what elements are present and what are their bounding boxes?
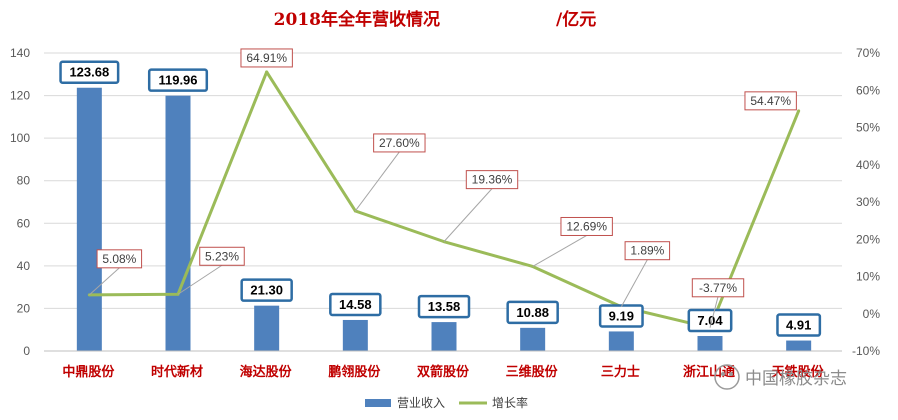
wechat-icon-eye-left	[721, 372, 725, 376]
bar-label: 119.96	[158, 73, 197, 88]
bar-label-box	[147, 68, 209, 92]
y-left-tick-label: 40	[17, 259, 31, 273]
bar-label-box	[598, 304, 644, 328]
bar	[76, 87, 102, 352]
x-category-label: 中鼎股份	[62, 364, 115, 380]
legend-swatch-revenue	[365, 399, 391, 407]
x-category-label: 三维股份	[506, 364, 559, 380]
y-right-tick-label: 0%	[863, 307, 881, 321]
y-right-tick-label: 40%	[856, 158, 880, 172]
bar-label-box	[59, 60, 120, 84]
x-category-label: 海达股份	[240, 364, 293, 380]
x-category-label: 三力士	[601, 364, 640, 380]
bar-label: 4.91	[786, 318, 811, 333]
bar-label-box	[329, 292, 382, 317]
growth-label-box	[744, 91, 797, 111]
bar-label: 9.19	[609, 308, 634, 323]
y-right-tick-label: 70%	[856, 46, 880, 60]
growth-label-box	[96, 249, 143, 269]
bar-series	[76, 87, 812, 352]
bar	[608, 331, 634, 351]
growth-label: 54.47%	[750, 94, 791, 108]
growth-label: 5.08%	[102, 252, 136, 266]
y-left-tick-label: 20	[17, 301, 31, 315]
y-left-tick-label: 60	[17, 216, 31, 230]
growth-label: 12.69%	[566, 219, 607, 233]
bar-label-box	[417, 294, 471, 319]
bar	[520, 327, 546, 351]
growth-label: 27.60%	[379, 136, 420, 150]
bar-label: 14.58	[339, 297, 372, 312]
growth-point	[797, 109, 801, 113]
bar-label-box	[240, 278, 293, 302]
watermark: 中国橡胶杂志	[714, 364, 847, 390]
growth-label-box	[373, 133, 426, 153]
x-category-label: 天铁股份	[772, 364, 825, 380]
y-right-tick-label: 60%	[856, 83, 880, 97]
y-left-tick-label: 0	[23, 344, 30, 358]
growth-label-box	[691, 278, 745, 298]
growth-label-leader	[532, 235, 587, 267]
x-category-label: 浙江山通	[683, 364, 735, 380]
wechat-icon-eye-right	[729, 372, 733, 376]
growth-label: 5.23%	[205, 249, 239, 263]
legend-label-revenue: 营业收入	[397, 396, 445, 410]
growth-label: 19.36%	[472, 173, 513, 187]
chart-unit: /亿元	[556, 9, 596, 30]
chart-title: 2018年全年营收情况	[274, 9, 440, 30]
growth-label-leader	[620, 259, 648, 307]
growth-label-leader	[354, 151, 400, 212]
growth-label-leader	[709, 296, 719, 328]
y-left-tick-label: 80	[17, 174, 31, 188]
y-right-tick-label: 10%	[856, 270, 880, 284]
x-category-label: 双箭股份	[417, 364, 470, 380]
growth-label: 1.89%	[630, 244, 664, 258]
y-left-tick-label: 100	[10, 131, 30, 145]
bar-label: 21.30	[250, 283, 283, 298]
growth-label-leader	[443, 188, 493, 242]
data-labels: 123.68 119.96 21.30 14.58 13.58 10.88 9.19 7.04…	[59, 48, 822, 337]
growth-label-leader	[88, 267, 120, 296]
bar-label: 13.58	[428, 299, 461, 314]
legend-label-growth: 增长率	[492, 395, 528, 410]
bar-label-box	[506, 300, 559, 325]
growth-label-box	[560, 216, 613, 236]
x-category-label: 鹏翎股份	[328, 364, 381, 380]
growth-label-leader	[177, 264, 223, 295]
growth-label: 64.91%	[246, 51, 287, 65]
bar	[786, 340, 812, 351]
y-left-tick-label: 120	[10, 89, 30, 103]
axes: 0 20 40 60 80 100 120 140 -10% 0% 10% 20% 30% 40% 50% 6…	[10, 46, 880, 380]
growth-label-box	[199, 246, 245, 266]
x-category-label: 时代新材	[151, 364, 203, 380]
bar-label-box	[687, 308, 733, 333]
growth-label-box	[465, 170, 519, 190]
y-right-tick-label: 50%	[856, 121, 880, 135]
bar-label: 10.88	[516, 305, 549, 320]
legend: 营业收入 增长率	[365, 395, 528, 410]
bar-label-box	[776, 313, 822, 337]
y-left-tick-label: 140	[10, 46, 30, 60]
wechat-icon	[714, 364, 740, 390]
watermark-text: 中国橡胶杂志	[745, 369, 847, 389]
y-right-tick-label: 30%	[856, 195, 880, 209]
growth-point	[265, 70, 269, 74]
bar	[342, 319, 368, 351]
growth-label: -3.77%	[699, 281, 737, 295]
bar	[697, 336, 723, 351]
bar-label: 123.68	[69, 65, 109, 80]
bar-label: 7.04	[697, 313, 723, 328]
y-right-tick-label: 20%	[856, 232, 880, 246]
y-right-tick-label: -10%	[852, 344, 880, 358]
growth-label-box	[240, 48, 293, 68]
growth-label-box	[624, 241, 671, 261]
bar	[165, 95, 191, 351]
bar	[254, 305, 280, 351]
bar	[431, 322, 457, 351]
